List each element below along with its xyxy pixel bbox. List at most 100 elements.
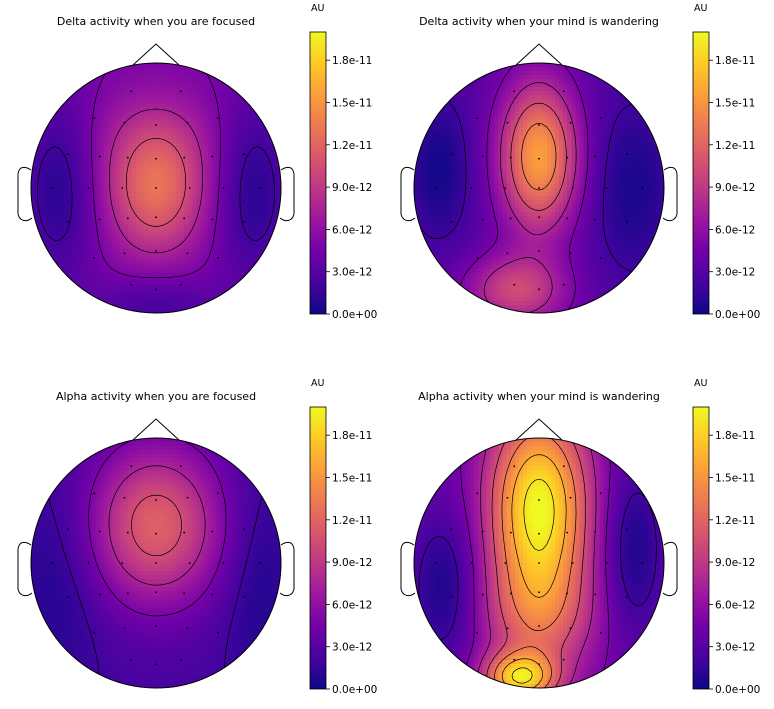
heatmap-cell: [434, 151, 439, 157]
heatmap-cell: [115, 264, 121, 270]
heatmap-cell: [539, 63, 544, 68]
heatmap-cell: [260, 244, 266, 250]
heatmap-cell: [172, 260, 177, 266]
heatmap-cell: [454, 248, 459, 254]
heatmap-cell: [518, 300, 524, 306]
heatmap-cell: [176, 204, 181, 209]
heatmap-cell: [510, 284, 516, 290]
heatmap-cell: [502, 163, 508, 169]
heatmap-cell: [442, 151, 447, 157]
heatmap-cell: [490, 304, 496, 310]
heatmap-cell: [103, 252, 109, 258]
heatmap-cell: [63, 256, 68, 262]
heatmap-cell: [127, 292, 133, 298]
heatmap-cell: [522, 252, 528, 258]
heatmap-cell: [490, 155, 496, 161]
heatmap-cell: [454, 139, 459, 145]
sensor-dot: [98, 218, 101, 221]
heatmap-cell: [462, 216, 468, 221]
heatmap-cell: [127, 119, 133, 125]
heatmap-cell: [212, 151, 218, 157]
heatmap-cell: [482, 115, 488, 121]
heatmap-cell: [543, 272, 548, 278]
heatmap-cell: [75, 119, 80, 125]
heatmap-cell: [200, 131, 205, 137]
heatmap-cell: [514, 115, 520, 121]
heatmap-cell: [256, 232, 262, 237]
heatmap-cell: [502, 79, 508, 84]
heatmap-cell: [240, 135, 246, 141]
heatmap-cell: [67, 143, 72, 149]
heatmap-cell: [442, 99, 447, 104]
heatmap-cell: [260, 256, 266, 262]
heatmap-cell: [426, 131, 431, 137]
heatmap-cell: [510, 200, 516, 205]
heatmap-cell: [220, 143, 226, 149]
heatmap-cell: [498, 196, 504, 201]
heatmap-cell: [446, 167, 451, 173]
heatmap-cell: [490, 167, 496, 173]
heatmap-cell: [522, 83, 528, 88]
heatmap-cell: [244, 220, 250, 225]
heatmap-cell: [188, 155, 193, 161]
heatmap-cell: [534, 63, 540, 68]
heatmap-cell: [518, 71, 524, 76]
heatmap-cell: [478, 87, 484, 92]
heatmap-cell: [139, 175, 145, 181]
heatmap-cell: [264, 163, 270, 169]
heatmap-cell: [63, 151, 68, 157]
heatmap-cell: [168, 212, 173, 217]
heatmap-cell: [551, 71, 556, 76]
heatmap-cell: [256, 236, 262, 242]
heatmap-cell: [164, 107, 169, 112]
heatmap-cell: [264, 236, 270, 242]
heatmap-cell: [208, 292, 214, 298]
heatmap-cell: [490, 260, 496, 266]
heatmap-cell: [208, 256, 214, 262]
heatmap-cell: [430, 163, 435, 169]
heatmap-cell: [47, 228, 52, 233]
heatmap-cell: [430, 143, 435, 149]
heatmap-cell: [498, 220, 504, 225]
heatmap-cell: [438, 147, 443, 153]
heatmap-cell: [31, 171, 36, 177]
heatmap-cell: [156, 216, 161, 221]
colorbar-tick-label: 1.5e-11: [332, 98, 372, 110]
heatmap-cell: [474, 260, 480, 266]
heatmap-cell: [418, 204, 423, 209]
heatmap-cell: [450, 103, 455, 108]
heatmap-cell: [220, 188, 226, 193]
heatmap-cell: [139, 79, 145, 84]
heatmap-cell: [71, 272, 76, 278]
heatmap-cell: [422, 151, 427, 157]
heatmap-cell: [147, 179, 153, 185]
heatmap-cell: [164, 63, 169, 68]
heatmap-cell: [135, 300, 141, 306]
heatmap-cell: [212, 280, 218, 286]
heatmap-cell: [172, 244, 177, 250]
heatmap-cell: [147, 175, 153, 181]
heatmap-cell: [43, 212, 48, 217]
heatmap-cell: [164, 228, 169, 233]
heatmap-cell: [95, 252, 101, 258]
heatmap-cell: [107, 87, 113, 92]
heatmap-cell: [268, 232, 274, 237]
heatmap-cell: [87, 119, 93, 125]
heatmap-cell: [87, 220, 93, 225]
heatmap-cell: [204, 179, 210, 185]
heatmap-cell: [434, 179, 439, 185]
heatmap-cell: [59, 188, 64, 193]
heatmap-cell: [418, 200, 423, 205]
heatmap-cell: [151, 131, 157, 137]
heatmap-cell: [454, 244, 459, 250]
heatmap-cell: [522, 115, 528, 121]
heatmap-cell: [75, 204, 80, 209]
heatmap-cell: [224, 188, 230, 193]
heatmap-cell: [534, 288, 540, 294]
heatmap-cell: [143, 71, 149, 76]
heatmap-cell: [131, 288, 137, 294]
heatmap-cell: [180, 212, 185, 217]
heatmap-cell: [518, 159, 524, 165]
heatmap-cell: [272, 204, 278, 209]
heatmap-cell: [551, 91, 556, 96]
